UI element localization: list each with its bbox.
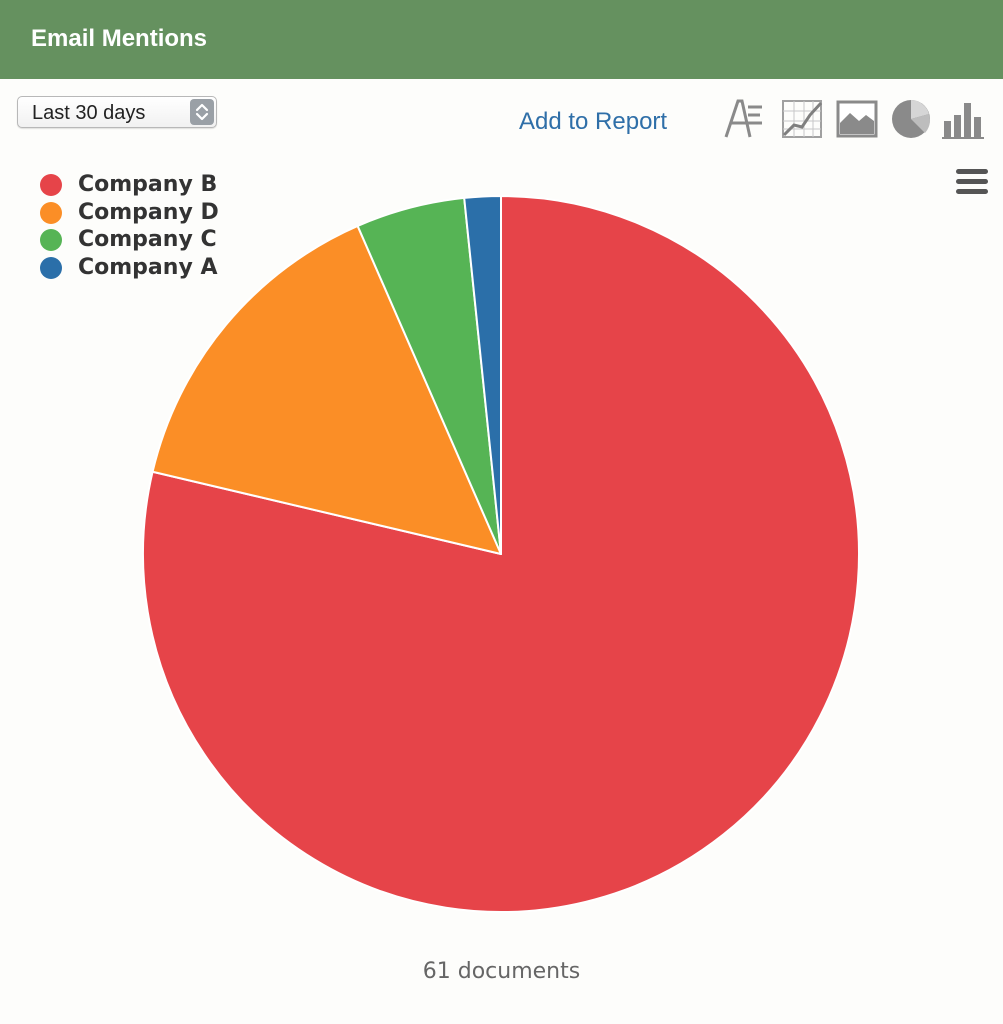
panel-title: Email Mentions — [31, 25, 208, 52]
date-range-value: Last 30 days — [32, 102, 146, 124]
pie-chart-icon[interactable] — [889, 97, 933, 141]
text-view-icon[interactable] — [722, 97, 766, 141]
bar-chart-icon[interactable] — [941, 97, 985, 141]
chart-menu-icon[interactable] — [955, 167, 989, 197]
panel-header: Email Mentions — [0, 0, 1003, 79]
legend-label: Company D — [78, 199, 219, 225]
legend-swatch — [40, 201, 62, 224]
legend-label: Company C — [78, 227, 217, 252]
select-stepper-icon — [190, 99, 214, 125]
add-to-report-link[interactable]: Add to Report — [519, 108, 668, 135]
legend-label: Company B — [78, 172, 218, 197]
date-range-select[interactable]: Last 30 days — [17, 96, 217, 128]
pie-slice-company-a[interactable] — [463, 195, 502, 555]
pie-slice-company-d[interactable] — [151, 224, 502, 555]
legend-swatch — [40, 174, 62, 196]
line-chart-icon[interactable] — [780, 97, 824, 141]
legend-swatch — [40, 256, 62, 279]
document-count: 61 documents — [422, 959, 581, 984]
legend-swatch — [40, 229, 62, 251]
area-chart-icon[interactable] — [835, 97, 879, 141]
legend-label: Company A — [78, 254, 218, 280]
